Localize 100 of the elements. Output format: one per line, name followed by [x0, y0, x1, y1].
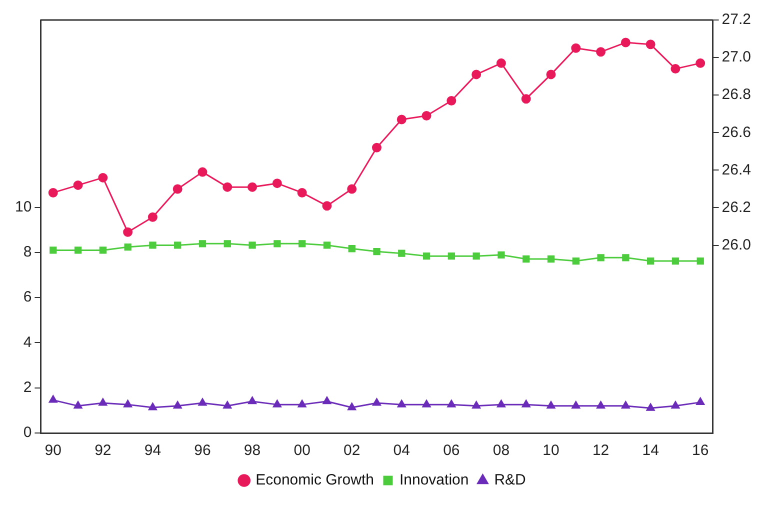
point: [373, 248, 380, 256]
point: [322, 396, 332, 404]
point: [99, 246, 106, 254]
y2-tick-label: 26.0: [722, 236, 752, 254]
point: [448, 252, 456, 260]
point: [297, 188, 307, 198]
point: [149, 242, 156, 249]
x-tick-label: 12: [592, 442, 610, 460]
point: [572, 401, 580, 409]
y2-tick-label: 26.4: [722, 161, 752, 178]
point: [223, 401, 232, 409]
point: [546, 401, 556, 409]
x-tick-label: 04: [393, 442, 410, 460]
y2-tick-label: 27.2: [722, 11, 752, 28]
point: [571, 43, 581, 53]
point: [73, 180, 83, 190]
point: [472, 252, 480, 260]
y-tick-label: 4: [23, 334, 32, 351]
y2-tick-label: 27.0: [722, 48, 752, 66]
y-tick-label: 6: [23, 288, 32, 306]
legend-label: Innovation: [399, 472, 469, 489]
y-tick-label: 2: [23, 379, 32, 396]
point: [98, 398, 108, 406]
x-tick-label: 10: [542, 442, 560, 460]
point: [224, 240, 231, 248]
point: [174, 242, 182, 249]
point: [447, 400, 456, 408]
point: [622, 254, 630, 262]
point: [398, 250, 406, 257]
point: [248, 242, 256, 249]
point: [222, 182, 232, 192]
y2-tick-label: 26.8: [722, 86, 752, 104]
point: [198, 398, 207, 406]
y-tick-label: 8: [23, 244, 32, 261]
y2-tick-label: 26.2: [722, 198, 752, 216]
point: [48, 395, 58, 403]
x-tick-label: 98: [244, 442, 261, 460]
point: [298, 240, 306, 248]
point: [472, 401, 481, 409]
point: [498, 251, 505, 259]
point: [372, 398, 381, 406]
point: [596, 401, 605, 409]
y-tick-label: 0: [23, 424, 32, 442]
point: [521, 94, 531, 104]
x-tick-label: 02: [344, 442, 360, 460]
x-tick-label: 90: [44, 442, 62, 460]
point: [496, 58, 506, 68]
point: [696, 398, 705, 406]
y2-tick-label: 26.6: [722, 124, 752, 141]
point: [248, 396, 256, 404]
x-tick-label: 92: [94, 442, 112, 460]
point: [620, 38, 630, 48]
point: [148, 212, 158, 222]
x-tick-label: 94: [144, 442, 162, 460]
x-tick-label: 96: [194, 442, 211, 460]
point: [348, 245, 356, 252]
point: [546, 70, 556, 80]
x-tick-label: 14: [642, 442, 659, 460]
point: [124, 243, 132, 251]
point: [596, 47, 606, 57]
point: [173, 401, 182, 409]
point: [670, 64, 680, 74]
point: [322, 201, 332, 211]
point: [74, 246, 82, 254]
x-tick-label: 00: [294, 442, 310, 460]
point: [396, 114, 406, 124]
point: [696, 257, 704, 265]
point: [347, 184, 357, 194]
point: [50, 246, 57, 254]
point: [272, 178, 282, 188]
point: [422, 110, 432, 120]
point: [422, 252, 430, 260]
point: [98, 172, 108, 182]
point: [672, 257, 680, 265]
point: [74, 401, 82, 409]
point: [198, 240, 206, 248]
point: [597, 254, 604, 262]
y-tick-label: 10: [14, 198, 32, 216]
point: [397, 400, 406, 408]
point: [124, 400, 132, 408]
point: [472, 70, 482, 80]
x-tick-label: 06: [443, 442, 460, 460]
point: [198, 167, 208, 177]
point: [372, 142, 382, 152]
point: [422, 400, 431, 408]
x-tick-label: 08: [492, 442, 510, 460]
point: [348, 402, 356, 410]
point: [621, 401, 630, 409]
point: [323, 242, 331, 249]
point: [522, 255, 530, 263]
point: [696, 58, 706, 68]
point: [547, 255, 555, 263]
point: [646, 40, 656, 50]
point: [671, 401, 680, 409]
point: [646, 257, 654, 265]
point: [646, 403, 655, 411]
point: [446, 96, 456, 106]
legend-label: Economic Growth: [256, 472, 374, 489]
point: [48, 188, 58, 198]
point: [272, 400, 282, 408]
